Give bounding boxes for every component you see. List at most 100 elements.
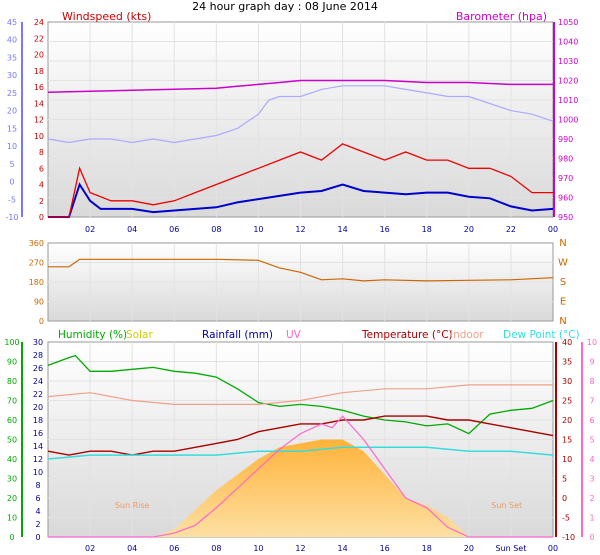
x-tick-label: Sun Set — [495, 544, 526, 553]
wind-axes: 242220181614121086420454035302520151050-… — [5, 18, 578, 234]
x-tick-label: 06 — [169, 544, 179, 553]
uv-tick: 9 — [589, 358, 594, 367]
temperature-tick: 35 — [562, 358, 572, 367]
temperature-tick: 15 — [562, 436, 572, 445]
temperature-tick: 40 — [562, 338, 572, 347]
x-tick-label: 14 — [337, 225, 347, 234]
humidity-tick: 50 — [7, 436, 17, 445]
wind-outer-tick: 0 — [9, 178, 14, 187]
x-tick-label: 08 — [211, 225, 221, 234]
celsius-left-tick: 8 — [35, 481, 40, 490]
humidity-tick: 100 — [4, 338, 19, 347]
x-tick-label: 18 — [422, 225, 432, 234]
x-tick-label: 00 — [548, 544, 558, 553]
x-tick-label: 04 — [127, 225, 137, 234]
temperature-tick: 25 — [562, 397, 572, 406]
x-tick-label: 00 — [548, 225, 558, 234]
temperature-tick: 20 — [562, 416, 572, 425]
wind-outer-tick: -5 — [8, 195, 16, 204]
x-tick-label: 10 — [253, 544, 263, 553]
wind-average-line — [48, 182, 554, 218]
temperature-tick: -5 — [562, 514, 570, 523]
wind-outer-line — [47, 85, 554, 144]
legend-label: Temperature (°C) — [361, 329, 453, 341]
temperature-tick: 5 — [562, 475, 567, 484]
wind-outer-tick: 40 — [7, 36, 17, 45]
x-tick-label: 02 — [85, 544, 95, 553]
celsius-left-tick: 10 — [33, 468, 43, 477]
barometer-line — [47, 79, 553, 93]
direction-tick: 180 — [29, 278, 44, 287]
indoor-temp-line — [47, 384, 553, 405]
solar-area — [48, 439, 553, 537]
wind-outer-tick: 35 — [7, 53, 17, 62]
temp-legend: Humidity (%)Solar Rainfall (mm) UV Temperat… — [58, 329, 580, 341]
uv-tick: 1 — [589, 514, 594, 523]
celsius-left-tick: 28 — [33, 351, 43, 360]
wind-outer-tick: 45 — [7, 18, 17, 27]
direction-series — [48, 258, 554, 282]
humidity-tick: 90 — [7, 358, 17, 367]
celsius-left-tick: 16 — [33, 429, 43, 438]
wind-outer-tick: 30 — [7, 71, 17, 80]
x-tick-label: 12 — [295, 225, 305, 234]
humidity-line — [47, 354, 554, 435]
celsius-left-tick: 26 — [33, 364, 43, 373]
direction-tick: 270 — [29, 259, 44, 268]
wind-outer-tick: 25 — [7, 89, 17, 98]
barometer-tick: 1050 — [558, 18, 578, 27]
uv-tick: 3 — [589, 475, 594, 484]
windspeed-tick: 16 — [34, 83, 44, 92]
x-tick-label: 18 — [422, 544, 432, 553]
direction-tick: 360 — [29, 239, 44, 248]
wind-direction-line — [48, 258, 554, 282]
humidity-tick: 80 — [7, 377, 17, 386]
barometer-tick: 1010 — [558, 96, 578, 105]
wind-outer-tick: -10 — [5, 213, 18, 222]
barometer-tick: 970 — [558, 174, 573, 183]
legend-label: Dew Point (°C) — [503, 329, 580, 341]
windspeed-tick: 0 — [39, 213, 44, 222]
celsius-left-tick: 6 — [35, 494, 40, 503]
x-tick-label: 22 — [506, 225, 516, 234]
sunrise-label: Sun Rise — [115, 501, 150, 510]
temp-axes: 1009080706050403020100302826242220181614… — [4, 338, 597, 553]
wind-outer-tick: 15 — [7, 124, 17, 133]
humidity-tick: 20 — [7, 494, 17, 503]
uv-tick: 5 — [589, 436, 594, 445]
legend-label: Humidity (%) — [58, 329, 127, 341]
temp-series: Sun Rise Sun Set — [47, 354, 554, 538]
barometer-tick: 1030 — [558, 57, 578, 66]
x-tick-label: 16 — [380, 225, 390, 234]
windspeed-tick: 20 — [34, 51, 44, 60]
wind-outer-tick: 10 — [7, 142, 17, 151]
x-tick-label: 08 — [211, 544, 221, 553]
uv-tick: 8 — [589, 377, 594, 386]
uv-line — [48, 415, 553, 538]
uv-tick: 7 — [589, 397, 594, 406]
sunset-label: Sun Set — [491, 501, 522, 510]
graph-title: 24 hour graph day : 08 June 2014 — [192, 0, 378, 13]
temperature-tick: 10 — [562, 455, 572, 464]
humidity-tick: 30 — [7, 475, 17, 484]
celsius-left-tick: 2 — [35, 520, 40, 529]
windspeed-tick: 18 — [34, 67, 44, 76]
temperature-tick: 0 — [562, 494, 567, 503]
uv-tick: 2 — [589, 494, 594, 503]
windspeed-tick: 2 — [39, 197, 44, 206]
x-tick-label: 12 — [295, 544, 305, 553]
x-tick-label: 06 — [169, 225, 179, 234]
x-tick-label: 10 — [253, 225, 263, 234]
humidity-tick: 40 — [7, 455, 17, 464]
celsius-left-tick: 20 — [33, 403, 43, 412]
barometer-axis-label: Barometer (hpa) — [456, 10, 547, 23]
humidity-tick: 10 — [7, 514, 17, 523]
direction-tick: 90 — [34, 298, 44, 307]
windspeed-axis-label: Windspeed (kts) — [62, 10, 151, 23]
humidity-tick: 70 — [7, 397, 17, 406]
wind-outer-tick: 20 — [7, 107, 17, 116]
windspeed-tick: 24 — [34, 18, 44, 27]
windspeed-tick: 10 — [34, 132, 44, 141]
windspeed-tick: 22 — [34, 34, 44, 43]
